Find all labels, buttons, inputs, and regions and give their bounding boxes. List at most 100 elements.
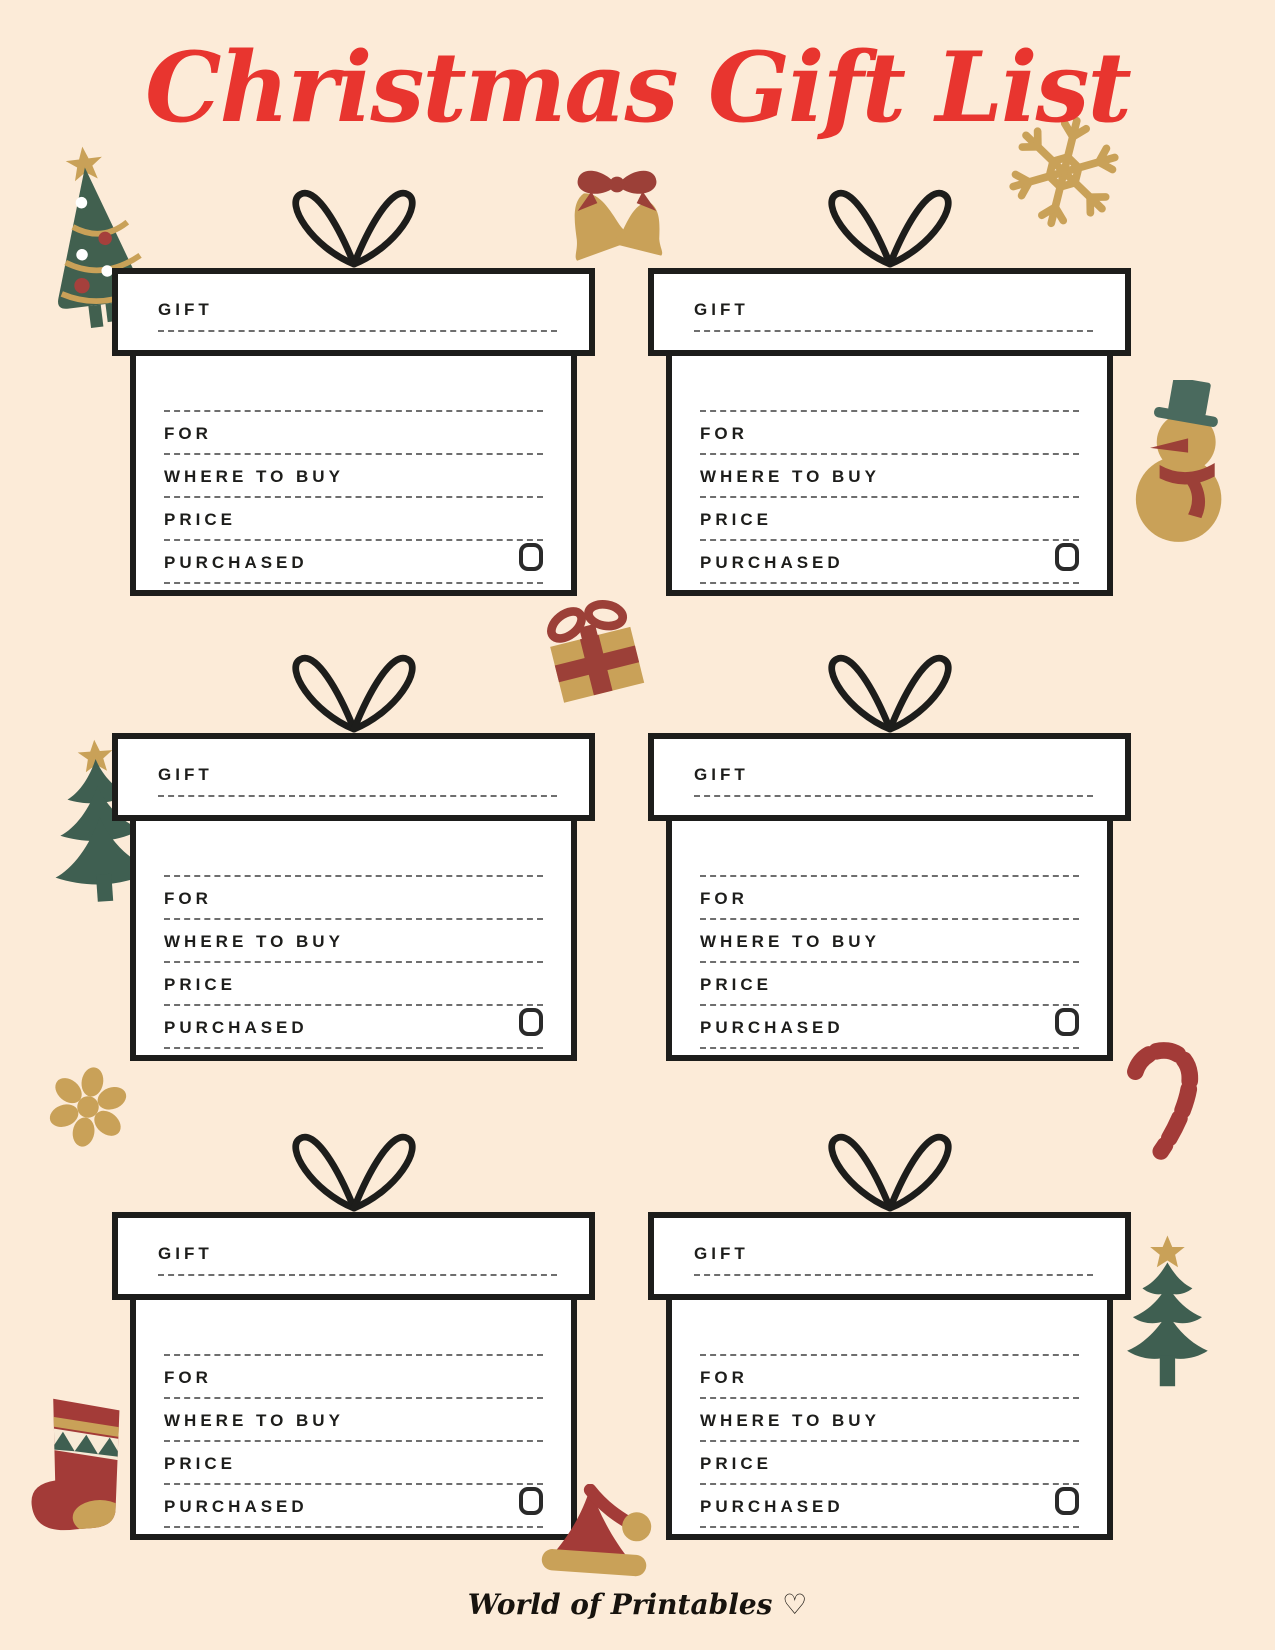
purchased-label: PURCHASED	[700, 1018, 844, 1037]
gift-label: GIFT	[694, 300, 749, 319]
purchased-label: PURCHASED	[164, 1497, 308, 1516]
gift-label: GIFT	[694, 765, 749, 784]
gift-write-line[interactable]: GIFT	[694, 765, 1093, 797]
price-write-line[interactable]: PRICE	[164, 498, 543, 541]
price-label: PRICE	[700, 510, 772, 529]
price-write-line[interactable]: PRICE	[164, 963, 543, 1006]
gift-label: GIFT	[158, 300, 213, 319]
gift-overflow-line[interactable]	[700, 356, 1079, 412]
gift-card-6: GIFT FOR WHERE TO BUY PRICE PURCHASED	[648, 1124, 1131, 1540]
page-title: Christmas Gift List	[145, 31, 1132, 144]
gift-card-1: GIFT FOR WHERE TO BUY PRICE PURCHASED	[112, 180, 595, 596]
for-write-line[interactable]: FOR	[164, 412, 543, 455]
gift-bow-icon	[112, 645, 595, 733]
purchased-checkbox[interactable]	[1055, 543, 1079, 571]
gift-bow-icon	[648, 645, 1131, 733]
gift-card-5: GIFT FOR WHERE TO BUY PRICE PURCHASED	[112, 1124, 595, 1540]
price-label: PRICE	[164, 1454, 236, 1473]
candy-cane-icon	[1116, 1036, 1204, 1164]
price-write-line[interactable]: PRICE	[164, 1442, 543, 1485]
price-label: PRICE	[700, 975, 772, 994]
price-write-line[interactable]: PRICE	[700, 963, 1079, 1006]
for-label: FOR	[164, 889, 212, 908]
where-to-buy-write-line[interactable]: WHERE TO BUY	[700, 920, 1079, 963]
purchased-row: PURCHASED	[700, 541, 1079, 584]
where-to-buy-label: WHERE TO BUY	[700, 932, 880, 951]
gift-card-2: GIFT FOR WHERE TO BUY PRICE PURCHASED	[648, 180, 1131, 596]
gift-overflow-line[interactable]	[164, 1300, 543, 1356]
for-label: FOR	[700, 1368, 748, 1387]
where-to-buy-write-line[interactable]: WHERE TO BUY	[164, 455, 543, 498]
where-to-buy-write-line[interactable]: WHERE TO BUY	[164, 1399, 543, 1442]
snowflake-icon	[998, 106, 1130, 238]
for-write-line[interactable]: FOR	[164, 877, 543, 920]
jingle-bells-icon	[548, 156, 686, 272]
purchased-row: PURCHASED	[700, 1485, 1079, 1528]
where-to-buy-label: WHERE TO BUY	[164, 467, 344, 486]
gift-bow-icon	[112, 1124, 595, 1212]
rounded-pine-tree-icon	[1106, 1232, 1226, 1408]
for-write-line[interactable]: FOR	[700, 1356, 1079, 1399]
where-to-buy-write-line[interactable]: WHERE TO BUY	[164, 920, 543, 963]
purchased-row: PURCHASED	[700, 1006, 1079, 1049]
stocking-icon	[24, 1388, 136, 1536]
snowman-icon	[1133, 377, 1228, 548]
purchased-checkbox[interactable]	[1055, 1008, 1079, 1036]
gift-overflow-line[interactable]	[164, 821, 543, 877]
gift-card-lid: GIFT	[112, 733, 595, 821]
purchased-row: PURCHASED	[164, 541, 543, 584]
price-write-line[interactable]: PRICE	[700, 498, 1079, 541]
gift-bow-icon	[648, 180, 1131, 268]
where-to-buy-label: WHERE TO BUY	[700, 1411, 880, 1430]
gift-overflow-line[interactable]	[700, 1300, 1079, 1356]
gift-card-3: GIFT FOR WHERE TO BUY PRICE PURCHASED	[112, 645, 595, 1061]
gift-card-body: FOR WHERE TO BUY PRICE PURCHASED	[666, 350, 1113, 596]
for-label: FOR	[164, 424, 212, 443]
for-label: FOR	[164, 1368, 212, 1387]
gift-card-body: FOR WHERE TO BUY PRICE PURCHASED	[666, 815, 1113, 1061]
for-label: FOR	[700, 889, 748, 908]
gift-card-lid: GIFT	[112, 268, 595, 356]
purchased-label: PURCHASED	[700, 1497, 844, 1516]
purchased-row: PURCHASED	[164, 1006, 543, 1049]
gift-card-body: FOR WHERE TO BUY PRICE PURCHASED	[666, 1294, 1113, 1540]
for-write-line[interactable]: FOR	[700, 412, 1079, 455]
where-to-buy-write-line[interactable]: WHERE TO BUY	[700, 1399, 1079, 1442]
where-to-buy-write-line[interactable]: WHERE TO BUY	[700, 455, 1079, 498]
gift-overflow-line[interactable]	[164, 356, 543, 412]
purchased-checkbox[interactable]	[519, 543, 543, 571]
wrapped-gift-icon	[533, 592, 653, 708]
for-write-line[interactable]: FOR	[164, 1356, 543, 1399]
gift-write-line[interactable]: GIFT	[158, 300, 557, 332]
gift-card-lid: GIFT	[648, 268, 1131, 356]
price-label: PRICE	[164, 975, 236, 994]
price-label: PRICE	[700, 1454, 772, 1473]
where-to-buy-label: WHERE TO BUY	[700, 467, 880, 486]
gift-card-4: GIFT FOR WHERE TO BUY PRICE PURCHASED	[648, 645, 1131, 1061]
for-write-line[interactable]: FOR	[700, 877, 1079, 920]
gift-card-lid: GIFT	[648, 1212, 1131, 1300]
price-write-line[interactable]: PRICE	[700, 1442, 1079, 1485]
gift-card-body: FOR WHERE TO BUY PRICE PURCHASED	[130, 350, 577, 596]
gift-write-line[interactable]: GIFT	[694, 1244, 1093, 1276]
gift-card-lid: GIFT	[648, 733, 1131, 821]
purchased-checkbox[interactable]	[519, 1008, 543, 1036]
purchased-label: PURCHASED	[700, 553, 844, 572]
purchased-checkbox[interactable]	[519, 1487, 543, 1515]
where-to-buy-label: WHERE TO BUY	[164, 932, 344, 951]
gift-bow-icon	[648, 1124, 1131, 1212]
gold-flower-icon	[44, 1062, 132, 1150]
gift-overflow-line[interactable]	[700, 821, 1079, 877]
gift-label: GIFT	[158, 765, 213, 784]
purchased-row: PURCHASED	[164, 1485, 543, 1528]
purchased-checkbox[interactable]	[1055, 1487, 1079, 1515]
for-label: FOR	[700, 424, 748, 443]
gift-card-body: FOR WHERE TO BUY PRICE PURCHASED	[130, 1294, 577, 1540]
gift-write-line[interactable]: GIFT	[158, 1244, 557, 1276]
gift-write-line[interactable]: GIFT	[694, 300, 1093, 332]
gift-label: GIFT	[694, 1244, 749, 1263]
gift-bow-icon	[112, 180, 595, 268]
gift-write-line[interactable]: GIFT	[158, 765, 557, 797]
price-label: PRICE	[164, 510, 236, 529]
